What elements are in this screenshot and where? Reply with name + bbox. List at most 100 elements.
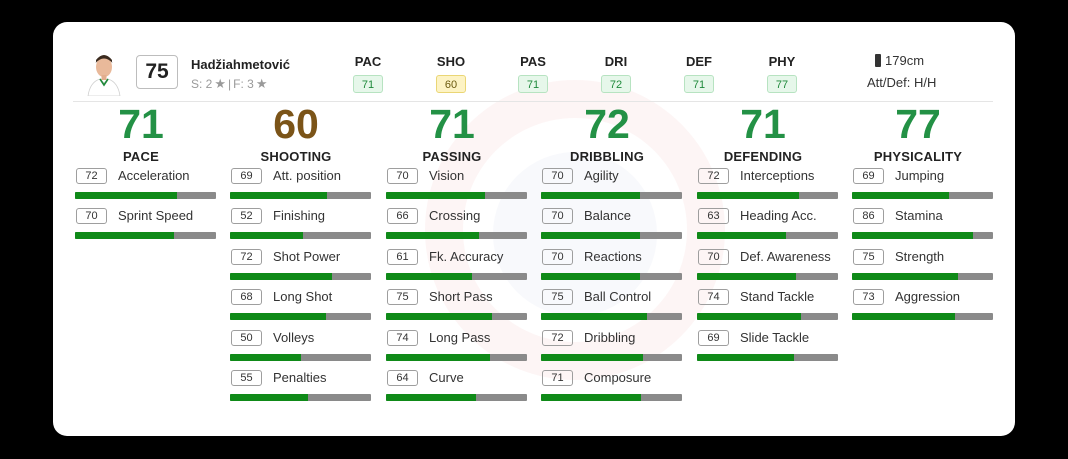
sub-stat-name: Att. position [273,168,341,183]
sub-stat-bar [541,313,682,321]
sub-stat-row: 72 Acceleration [75,168,217,208]
sub-stat-value: 55 [231,370,262,386]
sub-stat-row: 50 Volleys [230,329,372,370]
sub-stat-row: 69 Att. position [230,168,372,208]
sub-stat-row: 66 Crossing [386,208,528,248]
sub-stat-row: 70 Vision [386,168,528,208]
sub-stat-bar-fill [230,272,332,280]
sub-stat-value: 72 [698,168,729,184]
sub-stat-row: 69 Jumping [852,168,994,208]
sub-stat-row: 55 Penalties [230,370,372,410]
category-rating: 72 [584,101,630,147]
sub-stat-value: 71 [542,370,573,386]
header-stat-value: 77 [767,75,797,93]
sub-stat-name: Reactions [584,248,642,264]
sub-stat-name: Composure [584,370,652,385]
player-name[interactable]: Hadžiahmetović [191,57,290,72]
sub-stat-name: Short Pass [429,289,493,305]
header-stat-label: DEF [686,54,712,69]
sub-stat-bar-fill [852,313,955,321]
sub-stat-name: Def. Awareness [740,248,831,264]
sub-stat-row: 74 Long Pass [386,329,528,370]
sub-stat-bar-fill [230,232,304,240]
sub-stat-bar-fill [541,232,640,240]
sub-stat-bar-fill [697,353,795,361]
sub-stat-row: 71 Composure [541,370,683,410]
separator: | [228,77,232,91]
sub-stat-name: Shot Power [273,248,341,264]
sub-stat-bar-fill [230,394,308,401]
category-rating: 71 [740,101,786,147]
sub-stat-bar-fill [697,313,802,321]
sub-stat-bar [230,272,371,280]
category-passing: 71 PASSING 70 Vision 66 Crossing 61 Fk. Accurac… [386,102,528,401]
sub-stat-bar [697,272,838,280]
height-info: 179cm [875,53,924,68]
sub-stat-bar-fill [230,192,328,199]
sub-stat-name: Interceptions [740,168,815,183]
sub-stat-bar [852,192,993,199]
sub-stat-name: Stand Tackle [740,289,815,305]
star-icon: ★ [255,76,268,91]
sub-stat-value: 72 [231,248,262,265]
overall-rating: 75 [136,55,178,89]
header-stat-dri: DRI 72 [586,54,646,93]
sub-stat-name: Penalties [273,370,327,385]
sub-stat-value: 74 [387,329,418,346]
sub-stat-value: 75 [853,248,884,265]
sub-stat-name: Ball Control [584,289,652,305]
sub-stat-name: Sprint Speed [118,208,194,224]
sub-stat-value: 52 [231,208,262,225]
sub-stat-value: 74 [698,289,729,306]
sub-stat-value: 63 [698,208,729,225]
sub-stat-bar [852,313,993,321]
sub-stat-value: 75 [542,289,573,306]
player-stats-card: 75 Hadžiahmetović S: 2 ★ | F: 3 ★ PAC 71 S… [53,22,1015,436]
sub-stat-row: 61 Fk. Accuracy [386,248,528,289]
sub-stat-name: Vision [429,168,465,183]
sub-stat-bar-fill [541,394,642,401]
sub-stat-bar-fill [852,192,950,199]
header-stat-def: DEF 71 [669,54,729,93]
category-shooting: 60 SHOOTING 69 Att. position 52 Finishing 72 Sh… [230,102,372,401]
sub-stat-bar-fill [541,353,643,361]
category-name: PHYSICALITY [873,149,963,164]
header-stat-value: 71 [518,75,548,93]
header-stat-label: DRI [604,54,628,69]
sub-stat-value: 61 [387,248,418,265]
sub-stat-bar-fill [386,232,480,240]
sub-stat-row: 86 Stamina [852,208,994,248]
sub-stat-bar-fill [230,353,301,361]
sub-stat-row: 72 Dribbling [541,329,683,370]
weak-foot-text: F: 3 [233,77,254,91]
sub-stat-row: 70 Def. Awareness [697,248,839,289]
work-rate: Att/Def: H/H [867,75,937,90]
sub-stat-name: Agility [584,168,619,183]
sub-stat-bar [852,232,993,240]
sub-stat-value: 75 [387,289,418,306]
sub-stat-row: 70 Balance [541,208,683,248]
category-pace: 71 PACE 72 Acceleration 70 Sprint Speed [75,102,217,240]
sub-stat-bar-fill [852,232,974,240]
sub-stat-bar-fill [541,313,647,321]
sub-stat-value: 72 [542,329,573,346]
sub-stat-row: 64 Curve [386,370,528,410]
player-avatar[interactable] [86,52,122,96]
star-icon: ★ [214,76,227,91]
sub-stat-name: Long Shot [273,289,333,305]
sub-stat-row: 75 Short Pass [386,289,528,329]
sub-stat-bar [386,232,527,240]
sub-stat-bar [230,394,371,401]
sub-stat-name: Strength [895,248,945,264]
sub-stat-name: Slide Tackle [740,329,810,345]
category-rating: 60 [273,101,319,147]
category-rating: 77 [895,101,941,147]
sub-stat-row: 52 Finishing [230,208,372,248]
category-defending: 71 DEFENDING 72 Interceptions 63 Heading Acc.… [697,102,839,361]
header-stat-pas: PAS 71 [503,54,563,93]
sub-stat-value: 69 [231,168,262,184]
sub-stat-value: 70 [542,168,573,184]
header-stat-phy: PHY 77 [752,54,812,93]
sub-stat-bar [541,353,682,361]
category-name: SHOOTING [260,149,332,164]
